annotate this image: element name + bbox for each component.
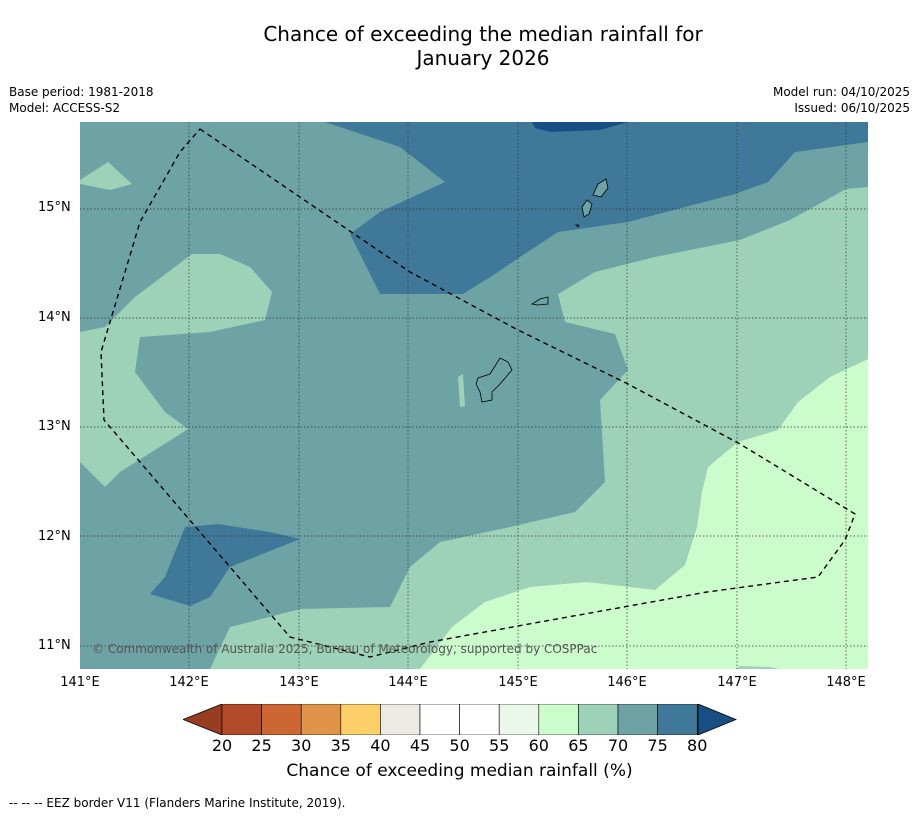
copyright-notice: © Commonwealth of Australia 2025, Bureau… xyxy=(92,642,598,656)
lat-label-14: 14°N xyxy=(38,310,71,325)
colorbar-box-4 xyxy=(380,703,421,736)
colorbar-box-9 xyxy=(578,703,619,736)
eez-border xyxy=(100,128,856,658)
colorbar-tick-40: 40 xyxy=(370,736,391,755)
map-title-line1: Chance of exceeding the median rainfall … xyxy=(263,22,703,46)
colorbar-box-3 xyxy=(340,703,381,736)
colorbar-svg xyxy=(181,703,738,736)
rota-island xyxy=(530,296,549,306)
band-65-70-northwest xyxy=(80,162,132,190)
colorbar-tick-45: 45 xyxy=(409,736,431,755)
islands xyxy=(475,178,609,403)
colorbar-box-8 xyxy=(538,703,579,736)
issued-date: Issued: 06/10/2025 xyxy=(794,101,910,115)
colorbar xyxy=(181,703,738,736)
colorbar-tick-60: 60 xyxy=(528,736,549,755)
lon-label-145: 145°E xyxy=(498,675,538,690)
colorbar-tick-65: 65 xyxy=(568,736,589,755)
base-period: Base period: 1981-2018 xyxy=(9,85,154,99)
lon-label-147: 147°E xyxy=(717,675,757,690)
band-75-80-southwest xyxy=(150,524,300,606)
gridlines xyxy=(80,122,868,669)
map-title: Chance of exceeding the median rainfall … xyxy=(0,22,919,70)
lon-label-141: 141°E xyxy=(60,675,100,690)
model-name: Model: ACCESS-S2 xyxy=(9,101,121,115)
lon-label-146: 146°E xyxy=(607,675,647,690)
lat-label-11: 11°N xyxy=(38,638,71,653)
colorbar-box-11 xyxy=(657,703,698,736)
band-75-80-north xyxy=(325,122,868,294)
colorbar-boxes xyxy=(221,703,698,736)
guam-island xyxy=(475,357,513,403)
eez-footnote: -- -- -- EEZ border V11 (Flanders Marine… xyxy=(9,796,346,810)
lon-label-142: 142°E xyxy=(169,675,209,690)
band-65-70-bottom xyxy=(735,666,780,669)
colorbar-tick-55: 55 xyxy=(489,736,510,755)
colorbar-box-5 xyxy=(419,703,460,736)
lat-label-15: 15°N xyxy=(38,200,71,215)
saipan-island xyxy=(592,178,609,198)
rainfall-map-svg xyxy=(80,122,868,669)
lon-label-144: 144°E xyxy=(388,675,428,690)
colorbar-tick-30: 30 xyxy=(291,736,312,755)
colorbar-over-arrow xyxy=(697,703,738,736)
colorbar-box-7 xyxy=(498,703,540,736)
meta-left: Base period: 1981-2018 Model: ACCESS-S2 xyxy=(9,84,154,116)
band-65-70-west xyxy=(80,254,272,487)
colorbar-tick-25: 25 xyxy=(251,736,272,755)
meta-right: Model run: 04/10/2025 Issued: 06/10/2025 xyxy=(773,84,910,116)
model-run: Model run: 04/10/2025 xyxy=(772,85,910,99)
map-title-line2: January 2026 xyxy=(416,46,550,70)
band-65-70-patch xyxy=(458,374,465,407)
colorbar-box-2 xyxy=(300,703,342,736)
lat-label-12: 12°N xyxy=(38,529,71,544)
lon-label-148: 148°E xyxy=(826,675,866,690)
tinian-island xyxy=(581,199,593,218)
band-60-65-southeast xyxy=(420,359,868,669)
colorbar-tick-35: 35 xyxy=(330,736,351,755)
colorbar-tick-80: 80 xyxy=(687,736,708,755)
colorbar-tick-70: 70 xyxy=(607,736,629,755)
colorbar-box-10 xyxy=(617,703,658,736)
lon-label-143: 143°E xyxy=(279,675,319,690)
colorbar-under-arrow xyxy=(181,703,223,736)
colorbar-tick-75: 75 xyxy=(647,736,668,755)
colorbar-title: Chance of exceeding median rainfall (%) xyxy=(286,761,633,781)
rainfall-map xyxy=(80,122,868,669)
lat-label-13: 13°N xyxy=(38,419,71,434)
colorbar-box-6 xyxy=(459,703,500,736)
band-80-north xyxy=(532,122,628,132)
colorbar-box-0 xyxy=(221,703,262,736)
colorbar-tick-50: 50 xyxy=(449,736,470,755)
colorbar-box-1 xyxy=(261,703,302,736)
aguijan-island xyxy=(575,224,580,228)
colorbar-tick-20: 20 xyxy=(211,736,233,755)
